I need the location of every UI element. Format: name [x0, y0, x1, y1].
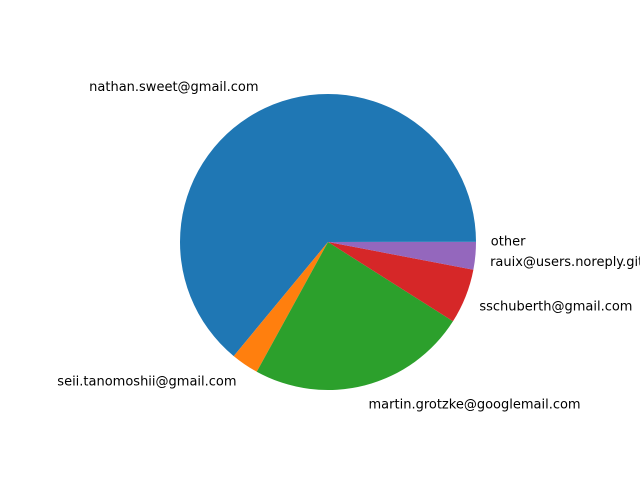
pie-slice-martin-grotzke-googlemail-com	[256, 242, 453, 391]
pie-label-nathan-sweet-gmail-com: nathan.sweet@gmail.com	[89, 80, 258, 95]
pie-slice-rauix-users-noreply-github-com	[328, 242, 476, 270]
pie-label-martin-grotzke-googlemail-com: martin.grotzke@googlemail.com	[369, 397, 581, 412]
pie-label-sschuberth-gmail-com: sschuberth@gmail.com	[479, 300, 632, 315]
pie-label-other: other	[491, 234, 526, 249]
pie-labels: other nathan.sweet@gmail.com seii.tanomosh…	[57, 80, 640, 413]
pie-label-seii-tanomoshii-gmail-com: seii.tanomoshii@gmail.com	[57, 374, 236, 389]
pie-slice-seii-tanomoshii-gmail-com	[233, 242, 328, 372]
pie-slice-sschuberth-gmail-com	[328, 242, 474, 322]
pie-slices	[180, 94, 477, 391]
pie-label-rauix-users-noreply-github-com: rauix@users.noreply.github.com	[490, 255, 640, 270]
pie-slice-nathan-sweet-gmail-com	[180, 94, 476, 357]
